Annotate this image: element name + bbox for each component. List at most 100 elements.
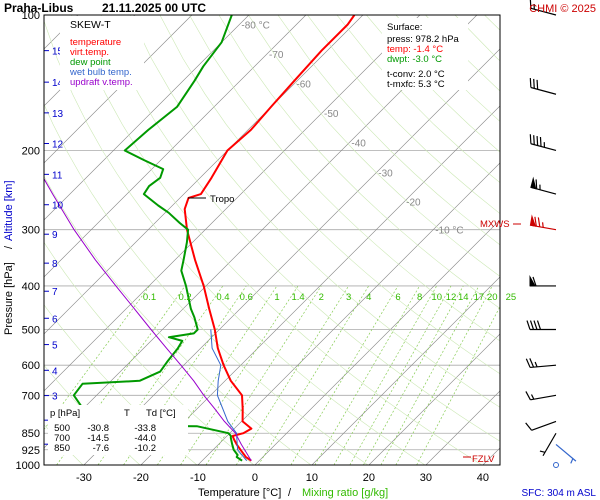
legend-wet-bulb: wet bulb temp.	[69, 67, 132, 78]
wind-barb	[525, 420, 557, 431]
series-temperature	[183, 15, 356, 462]
altitude-tick-label: 8	[52, 259, 58, 270]
wind-barb	[525, 391, 557, 401]
mixing-ratio-line	[44, 285, 150, 431]
isotherm	[311, 276, 500, 465]
pressure-tick-label: 600	[22, 360, 40, 372]
mixing-ratio-label: 6	[395, 292, 400, 303]
altitude-tick-label: 10	[52, 201, 64, 212]
temp-tick-label: 40	[477, 472, 489, 484]
wind-barbs	[525, 0, 577, 468]
mixing-ratio-label: 4	[366, 292, 371, 303]
altitude-tick-label: 9	[52, 230, 58, 241]
dry-adiabat	[71, 15, 483, 465]
altitude-tick-label: 6	[52, 314, 58, 325]
isotherm	[254, 219, 500, 465]
pressure-tick-label: 400	[22, 281, 40, 293]
y-axis-label: Pressure [hPa]	[3, 262, 15, 335]
x-axis-sep: /	[288, 487, 292, 499]
legend-title: SKEW-T	[70, 19, 111, 31]
legend-temperature: temperature	[70, 37, 121, 48]
pressure-tick-label: 200	[22, 145, 40, 157]
table-row: 500 -30.8 -33.8	[54, 423, 156, 434]
pressure-tick-label: 700	[22, 390, 40, 402]
fzlv-label: FZLV	[472, 454, 495, 465]
surface-box	[382, 18, 468, 90]
table-header-t: T	[124, 408, 130, 419]
wind-barb	[529, 0, 557, 16]
pressure-tick-label: 1000	[16, 460, 40, 472]
surface-press: press: 978.2 hPa	[387, 34, 460, 45]
dry-adiabat	[454, 15, 500, 62]
isotherm-label: -60	[296, 80, 311, 91]
altitude-tick-label: 14	[52, 78, 64, 89]
pressure-tick-label: 500	[22, 325, 40, 337]
series-dew-point	[72, 15, 243, 462]
isotherm	[44, 15, 364, 335]
svg-text:-30.8: -30.8	[87, 423, 109, 434]
dry-adiabat	[159, 15, 500, 375]
wind-barb	[529, 78, 557, 95]
mixing-ratio-label: 3	[346, 292, 351, 303]
y-axis-sep: /	[3, 245, 15, 249]
data-table-bg	[48, 405, 188, 455]
mixing-ratio-line	[258, 285, 369, 465]
dry-adiabat	[248, 15, 500, 277]
series-wet-bulb-temp	[210, 329, 248, 462]
table-row: 700 -14.5 -44.0	[54, 433, 156, 444]
isotherm-label: -70	[269, 50, 284, 61]
svg-text:700: 700	[54, 433, 70, 444]
isotherm-label: -40	[351, 138, 366, 149]
altitude-tick-label: 15	[52, 47, 64, 58]
mixing-ratio-label: 2	[319, 292, 324, 303]
temp-tick-label: 10	[306, 472, 318, 484]
sfc-label: SFC: 304 m ASL	[522, 488, 597, 499]
svg-text:500: 500	[54, 423, 70, 434]
temp-tick-label: 20	[363, 472, 375, 484]
dry-adiabat	[544, 15, 600, 465]
isotherm	[44, 15, 136, 107]
wind-barb	[525, 358, 557, 369]
table-row: 850 -7.6 -10.2	[54, 443, 156, 454]
mixing-ratio-line	[180, 285, 299, 465]
copyright: CHMI © 2025	[529, 3, 596, 15]
y-axis-alt-label: Altitude [km]	[3, 180, 15, 241]
isotherm	[140, 105, 500, 465]
altitude-tick-label: 12	[52, 140, 64, 151]
surface-temp: temp: -1.4 °C	[387, 44, 443, 55]
x-axis-label: Temperature [°C]	[198, 487, 281, 499]
mixing-ratio-label: 1.4	[291, 292, 304, 303]
svg-text:-14.5: -14.5	[87, 433, 109, 444]
pressure-tick-label: 100	[22, 10, 40, 22]
mixing-ratio-line	[235, 285, 349, 465]
surface-tmxfc: t-mxfc: 5.3 °C	[387, 79, 445, 90]
isotherm	[368, 333, 500, 465]
wind-barb	[529, 214, 557, 231]
isotherm	[44, 15, 250, 221]
mixing-ratio-line	[395, 285, 493, 465]
surface-dwpt: dwpt: -3.0 °C	[387, 54, 442, 65]
surface-tconv: t-conv: 2.0 °C	[387, 69, 445, 80]
mixing-ratio-line	[314, 285, 420, 465]
altitude-tick-label: 3	[52, 392, 58, 403]
mixing-ratio-label: 20	[487, 292, 498, 303]
mixing-ratio-label: 0.2	[178, 292, 191, 303]
dry-adiabat	[307, 15, 500, 215]
dry-adiabat	[218, 15, 500, 309]
dry-adiabat	[44, 241, 255, 465]
isotherm	[44, 15, 421, 392]
wind-barb	[539, 432, 557, 457]
tropo-label: Tropo	[210, 194, 234, 205]
temp-tick-label: -10	[190, 472, 206, 484]
mixing-ratio-label: 14	[458, 292, 469, 303]
series-layer	[44, 15, 356, 462]
mixing-ratio-line	[416, 305, 500, 465]
altitude-tick-label: 11	[52, 170, 63, 181]
mixing-ratio-label: 0.4	[216, 292, 229, 303]
svg-text:-7.6: -7.6	[93, 443, 109, 454]
dry-adiabat	[44, 103, 369, 465]
altitude-tick-label: 5	[52, 341, 58, 352]
pressure-tick-label: 925	[22, 445, 40, 457]
wind-barb	[553, 462, 559, 468]
